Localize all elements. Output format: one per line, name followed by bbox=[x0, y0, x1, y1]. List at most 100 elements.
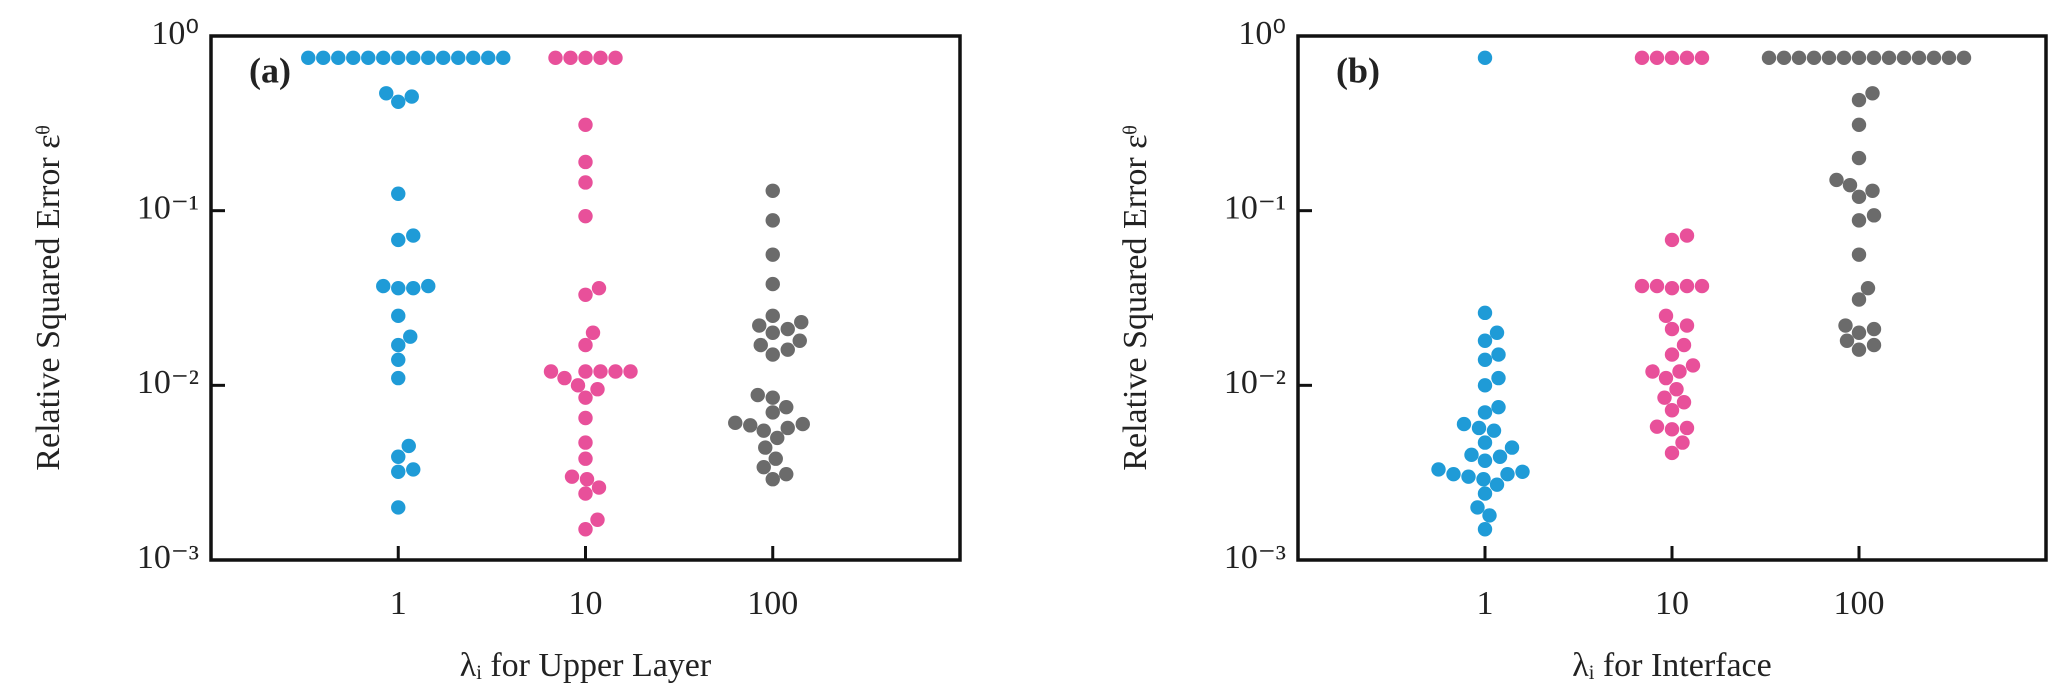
x-tick-label: 1 bbox=[1477, 585, 1494, 622]
data-point bbox=[1477, 522, 1493, 537]
data-point bbox=[780, 420, 795, 436]
data-point bbox=[578, 364, 593, 379]
data-point bbox=[1664, 445, 1680, 461]
data-point bbox=[765, 405, 780, 420]
data-point bbox=[1926, 50, 1942, 66]
data-point bbox=[585, 325, 601, 340]
data-point bbox=[391, 50, 406, 66]
panel: 10⁻³ 10⁻² 10⁻¹ 10⁰ 1 10 100 (a) λᵢ for Upper Lay… bbox=[30, 15, 962, 684]
y-axis-label: Relative Squared Error εᶿ bbox=[1117, 125, 1154, 470]
data-point bbox=[1491, 370, 1506, 386]
data-point bbox=[1851, 117, 1867, 133]
data-point bbox=[578, 287, 593, 302]
data-point bbox=[780, 321, 795, 337]
data-point bbox=[421, 50, 436, 66]
data-point bbox=[1776, 50, 1792, 66]
data-point bbox=[1491, 347, 1506, 362]
data-point bbox=[404, 89, 419, 104]
data-point bbox=[1477, 378, 1493, 393]
data-point bbox=[406, 462, 421, 477]
data-point bbox=[1489, 477, 1505, 492]
data-point bbox=[1860, 280, 1876, 296]
data-point bbox=[331, 50, 346, 66]
data-point bbox=[346, 50, 361, 66]
data-point bbox=[1679, 278, 1695, 294]
data-point bbox=[1477, 352, 1493, 368]
panel-label: (b) bbox=[1336, 50, 1380, 90]
data-point bbox=[1866, 208, 1882, 223]
data-point bbox=[401, 438, 416, 454]
data-point bbox=[1492, 449, 1508, 464]
data-point bbox=[795, 416, 810, 432]
data-point bbox=[608, 364, 623, 379]
data-point bbox=[1634, 278, 1650, 294]
data-point bbox=[1679, 50, 1695, 66]
data-point bbox=[379, 86, 394, 101]
data-point bbox=[406, 228, 421, 243]
x-tick-label: 100 bbox=[747, 585, 798, 622]
y-tick-label: 10⁰ bbox=[1238, 15, 1286, 52]
data-point bbox=[1500, 466, 1515, 482]
data-point bbox=[578, 435, 593, 450]
data-point bbox=[765, 347, 780, 362]
data-point bbox=[1685, 358, 1701, 373]
data-point bbox=[765, 325, 780, 340]
data-point bbox=[765, 213, 780, 228]
data-point bbox=[780, 342, 795, 357]
data-point bbox=[1761, 50, 1777, 66]
data-point bbox=[1694, 50, 1710, 66]
data-point bbox=[376, 50, 391, 66]
data-point bbox=[1851, 213, 1867, 228]
data-point bbox=[406, 50, 421, 66]
data-point bbox=[623, 364, 638, 379]
data-point bbox=[1486, 423, 1502, 438]
data-point bbox=[406, 280, 421, 296]
data-point bbox=[1634, 50, 1650, 66]
data-point bbox=[578, 154, 593, 170]
data-point bbox=[765, 472, 780, 487]
data-point bbox=[1851, 325, 1867, 340]
data-point bbox=[578, 337, 593, 353]
data-point bbox=[391, 352, 406, 368]
data-point bbox=[1881, 50, 1897, 66]
data-point bbox=[1476, 472, 1491, 487]
data-point bbox=[1471, 420, 1487, 436]
data-point bbox=[1477, 405, 1493, 420]
data-point bbox=[361, 50, 376, 66]
data-point bbox=[779, 466, 794, 482]
data-point bbox=[593, 50, 608, 66]
data-point bbox=[1851, 189, 1867, 205]
data-point bbox=[316, 50, 331, 66]
data-point bbox=[1956, 50, 1972, 66]
data-point bbox=[301, 50, 316, 66]
data-point bbox=[1669, 382, 1684, 397]
data-point bbox=[1658, 308, 1674, 324]
data-point bbox=[451, 50, 466, 66]
data-point bbox=[578, 451, 593, 466]
data-point bbox=[1477, 486, 1493, 501]
data-point bbox=[1664, 403, 1680, 418]
data-point bbox=[1664, 50, 1680, 66]
data-point bbox=[1694, 278, 1710, 294]
data-point bbox=[1806, 50, 1822, 66]
data-point bbox=[1842, 177, 1858, 193]
data-point bbox=[570, 378, 586, 393]
data-point bbox=[728, 415, 743, 431]
data-point bbox=[421, 278, 436, 294]
data-point bbox=[591, 480, 607, 495]
data-point bbox=[756, 459, 771, 475]
data-point bbox=[1839, 333, 1855, 348]
data-point bbox=[1866, 50, 1882, 66]
data-point bbox=[1477, 453, 1493, 468]
data-point bbox=[1456, 416, 1472, 432]
data-point bbox=[1866, 321, 1882, 337]
y-tick-label: 10⁻³ bbox=[137, 539, 199, 576]
y-tick-label: 10⁰ bbox=[151, 15, 199, 52]
data-point bbox=[557, 370, 572, 386]
data-point bbox=[1489, 325, 1505, 340]
data-point bbox=[578, 117, 593, 133]
data-point bbox=[768, 451, 783, 466]
data-point bbox=[1911, 50, 1927, 66]
data-point bbox=[579, 472, 595, 487]
data-point bbox=[1851, 150, 1867, 166]
